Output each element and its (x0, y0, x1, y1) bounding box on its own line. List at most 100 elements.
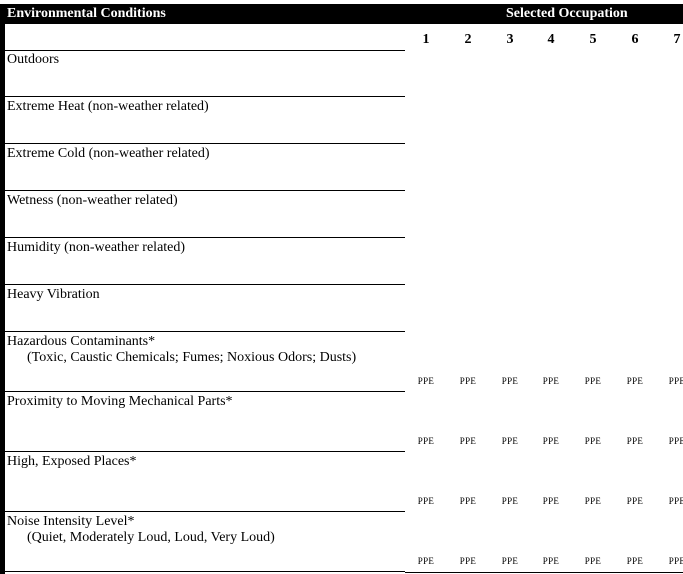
rating-cell[interactable] (656, 512, 683, 553)
rating-cell[interactable] (405, 144, 448, 192)
rating-cell[interactable] (614, 97, 657, 145)
rating-cell[interactable] (489, 512, 532, 553)
rating-cell[interactable] (530, 191, 573, 239)
rating-cell[interactable] (447, 512, 490, 553)
condition-label: Wetness (non-weather related) (5, 191, 406, 238)
rating-cell[interactable] (405, 512, 448, 553)
ppe-cell[interactable]: PPE (489, 492, 532, 513)
ppe-cell[interactable]: PPE (572, 492, 615, 513)
rating-cell[interactable] (572, 285, 615, 333)
rating-cell[interactable] (405, 285, 448, 333)
rating-cell[interactable] (572, 97, 615, 145)
rating-cell[interactable] (614, 452, 657, 493)
rating-cell[interactable] (530, 392, 573, 433)
condition-name: Extreme Heat (non-weather related) (7, 99, 209, 114)
rating-cell[interactable] (530, 238, 573, 286)
rating-cell[interactable] (656, 191, 683, 239)
ppe-cell[interactable]: PPE (614, 432, 657, 453)
rating-cell[interactable] (489, 191, 532, 239)
rating-cell[interactable] (447, 50, 490, 98)
rating-cell[interactable] (489, 50, 532, 98)
rating-cell[interactable] (656, 97, 683, 145)
rating-cell[interactable] (405, 452, 448, 493)
ppe-cell[interactable]: PPE (530, 432, 573, 453)
rating-cell[interactable] (530, 512, 573, 553)
ppe-cell[interactable]: PPE (572, 432, 615, 453)
rating-cell[interactable] (614, 332, 657, 373)
rating-cell[interactable] (572, 332, 615, 373)
rating-cell[interactable] (530, 332, 573, 373)
rating-cell[interactable] (530, 50, 573, 98)
rating-cell[interactable] (405, 50, 448, 98)
rating-cell[interactable] (656, 285, 683, 333)
rating-cell[interactable] (489, 285, 532, 333)
ppe-cell[interactable]: PPE (656, 432, 683, 453)
rating-cell[interactable] (405, 332, 448, 373)
rating-cell[interactable] (489, 97, 532, 145)
rating-cell[interactable] (614, 144, 657, 192)
rating-cell[interactable] (405, 392, 448, 433)
ppe-cell[interactable]: PPE (447, 492, 490, 513)
rating-cell[interactable] (656, 238, 683, 286)
rating-cell[interactable] (489, 332, 532, 373)
condition-name: Wetness (non-weather related) (7, 193, 178, 208)
rating-cell[interactable] (530, 97, 573, 145)
rating-cell[interactable] (614, 50, 657, 98)
rating-cell[interactable] (530, 452, 573, 493)
ppe-cell[interactable]: PPE (489, 372, 532, 393)
ppe-cell[interactable]: PPE (656, 372, 683, 393)
rating-cell[interactable] (447, 332, 490, 373)
rating-cell[interactable] (489, 238, 532, 286)
ppe-cell[interactable]: PPE (614, 372, 657, 393)
rating-cell[interactable] (572, 238, 615, 286)
rating-cell[interactable] (447, 392, 490, 433)
rating-cell[interactable] (447, 238, 490, 286)
rating-cell[interactable] (447, 285, 490, 333)
rating-cell[interactable] (614, 191, 657, 239)
rating-cell[interactable] (656, 452, 683, 493)
rating-cell[interactable] (572, 512, 615, 553)
rating-cell[interactable] (530, 285, 573, 333)
ppe-cell[interactable]: PPE (405, 432, 448, 453)
ppe-cell[interactable]: PPE (405, 492, 448, 513)
rating-cell[interactable] (447, 452, 490, 493)
condition-name: Noise Intensity Level* (7, 514, 135, 529)
rating-cell[interactable] (447, 97, 490, 145)
rating-cell[interactable] (405, 191, 448, 239)
ppe-cell[interactable]: PPE (405, 372, 448, 393)
rating-cell[interactable] (572, 191, 615, 239)
condition-label: Noise Intensity Level* (Quiet, Moderately… (5, 512, 406, 572)
rating-cell[interactable] (489, 144, 532, 192)
rating-cell[interactable] (656, 392, 683, 433)
rating-cell[interactable] (572, 452, 615, 493)
rating-cell[interactable] (572, 392, 615, 433)
rating-cell[interactable] (656, 144, 683, 192)
rating-cell[interactable] (614, 392, 657, 433)
ppe-cell[interactable]: PPE (447, 372, 490, 393)
ppe-cell[interactable]: PPE (572, 372, 615, 393)
ppe-cell[interactable]: PPE (614, 492, 657, 513)
condition-label: Hazardous Contaminants* (Toxic, Caustic C… (5, 332, 406, 392)
rating-cell[interactable] (614, 285, 657, 333)
ppe-cell[interactable]: PPE (447, 432, 490, 453)
condition-name: Heavy Vibration (7, 287, 100, 302)
rating-cell[interactable] (572, 50, 615, 98)
condition-label: Heavy Vibration (5, 285, 406, 332)
rating-cell[interactable] (656, 50, 683, 98)
rating-cell[interactable] (405, 97, 448, 145)
rating-cell[interactable] (614, 512, 657, 553)
rating-cell[interactable] (447, 144, 490, 192)
rating-cell[interactable] (405, 238, 448, 286)
rating-cell[interactable] (447, 191, 490, 239)
rating-cell[interactable] (489, 392, 532, 433)
ppe-cell[interactable]: PPE (530, 492, 573, 513)
column-header-3: 3 (489, 24, 532, 51)
rating-cell[interactable] (530, 144, 573, 192)
ppe-cell[interactable]: PPE (489, 432, 532, 453)
rating-cell[interactable] (489, 452, 532, 493)
rating-cell[interactable] (614, 238, 657, 286)
rating-cell[interactable] (572, 144, 615, 192)
ppe-cell[interactable]: PPE (530, 372, 573, 393)
rating-cell[interactable] (656, 332, 683, 373)
ppe-cell[interactable]: PPE (656, 492, 683, 513)
